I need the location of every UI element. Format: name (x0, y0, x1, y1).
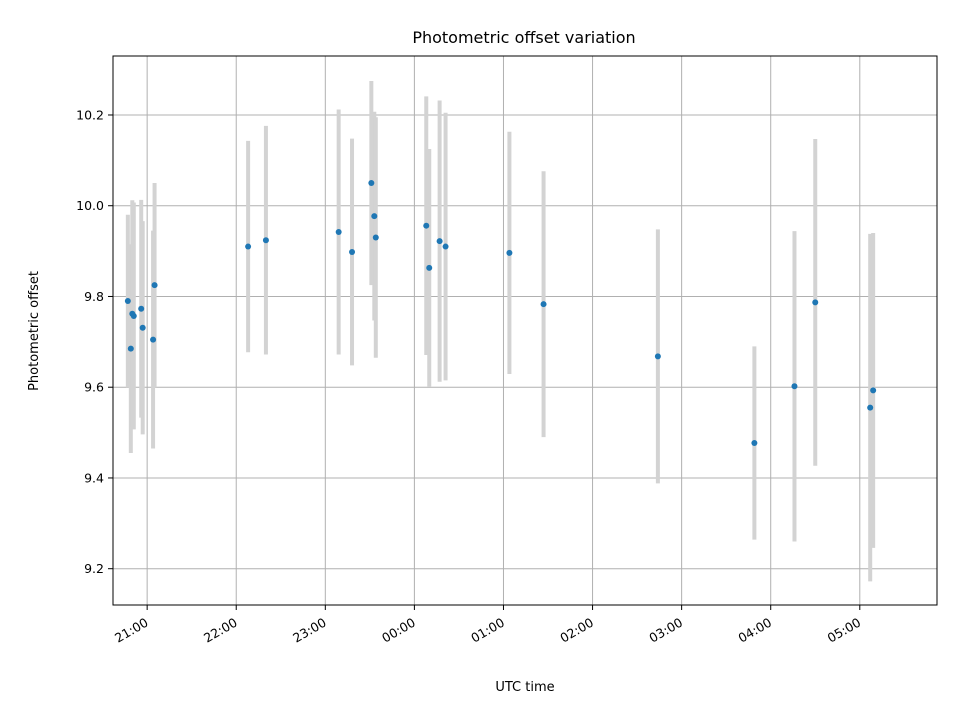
data-point (138, 305, 145, 312)
data-point (124, 298, 131, 305)
x-tick-label: 23:00 (290, 615, 329, 646)
y-tick-label: 9.4 (84, 470, 104, 485)
data-point (791, 383, 798, 390)
plot-frame (112, 55, 938, 606)
y-tick-label: 10.2 (76, 107, 104, 122)
data-point (150, 336, 157, 343)
data-point (127, 345, 134, 352)
data-point (751, 440, 758, 447)
x-tick-label: 05:00 (825, 615, 864, 646)
x-tick-label: 00:00 (379, 615, 418, 646)
x-axis-ticks: 21:00 22:00 23:00 00:00 01:00 02:00 03:00 04:00… (112, 605, 863, 646)
x-tick-label: 01:00 (468, 615, 507, 646)
data-point (372, 234, 379, 241)
data-point (368, 180, 375, 187)
chart-title: Photometric offset variation (412, 28, 635, 47)
data-point (335, 229, 342, 236)
x-tick-label: 04:00 (736, 615, 775, 646)
data-point (870, 387, 877, 394)
data-points (124, 180, 877, 447)
data-point (506, 249, 513, 256)
y-axis-label: Photometric offset (27, 271, 42, 391)
data-point (540, 301, 547, 308)
data-point (151, 282, 158, 289)
x-tick-label: 03:00 (646, 615, 685, 646)
x-tick-label: 02:00 (557, 615, 596, 646)
data-point (371, 213, 378, 220)
y-tick-label: 9.2 (84, 561, 104, 576)
data-point (423, 222, 430, 229)
data-point (139, 324, 146, 331)
data-point (130, 312, 137, 319)
y-tick-label: 9.6 (84, 380, 104, 395)
data-point (867, 404, 874, 411)
data-point (442, 243, 449, 250)
data-point (812, 299, 819, 306)
data-point (426, 264, 433, 271)
y-tick-label: 9.8 (84, 289, 104, 304)
error-bars (125, 80, 876, 582)
data-point (349, 249, 356, 256)
grid (113, 56, 937, 605)
y-axis-ticks: 9.2 9.4 9.6 9.8 10.0 10.2 (76, 107, 113, 576)
x-tick-label: 21:00 (112, 615, 151, 646)
y-tick-label: 10.0 (76, 198, 104, 213)
x-axis-label: UTC time (495, 680, 554, 695)
data-point (245, 243, 252, 250)
data-point (436, 238, 443, 245)
data-point (654, 353, 661, 360)
data-point (262, 237, 269, 244)
x-tick-label: 22:00 (201, 615, 240, 646)
